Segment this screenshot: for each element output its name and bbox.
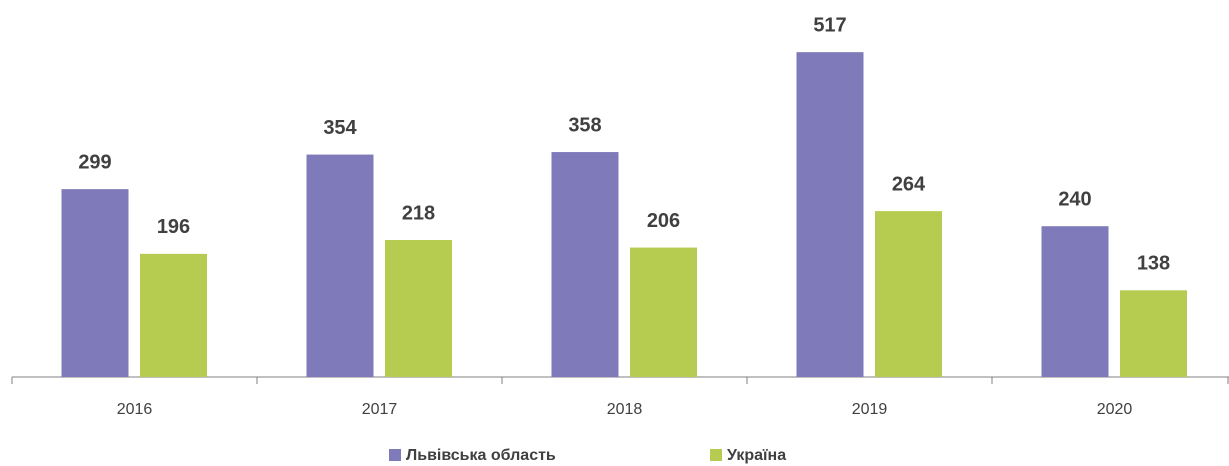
bar xyxy=(385,240,452,377)
bar xyxy=(61,189,129,377)
bar xyxy=(140,253,207,377)
bar xyxy=(630,247,697,377)
bar xyxy=(1041,226,1109,377)
legend-swatch xyxy=(389,449,401,461)
data-label: 206 xyxy=(647,210,680,232)
x-tick-label: 2018 xyxy=(607,401,643,418)
data-label: 196 xyxy=(157,216,190,238)
data-label: 517 xyxy=(813,14,846,36)
x-tick-label: 2017 xyxy=(362,401,398,418)
x-tick-label: 2020 xyxy=(1097,401,1133,418)
data-label: 264 xyxy=(892,173,926,195)
data-label: 240 xyxy=(1058,188,1091,210)
legend-label: Львівська область xyxy=(406,447,556,464)
bar xyxy=(306,154,374,377)
legend-swatch xyxy=(710,449,722,461)
data-label: 299 xyxy=(78,151,111,173)
data-label: 354 xyxy=(323,117,357,139)
x-tick-label: 2016 xyxy=(117,401,153,418)
data-label: 218 xyxy=(402,202,435,224)
bar xyxy=(796,52,864,377)
x-tick-label: 2019 xyxy=(852,401,888,418)
data-label: 358 xyxy=(568,114,601,136)
legend-label: Україна xyxy=(727,447,786,464)
data-label: 138 xyxy=(1137,253,1170,275)
bar xyxy=(1120,290,1187,377)
bar xyxy=(551,152,619,377)
bar xyxy=(875,211,942,377)
